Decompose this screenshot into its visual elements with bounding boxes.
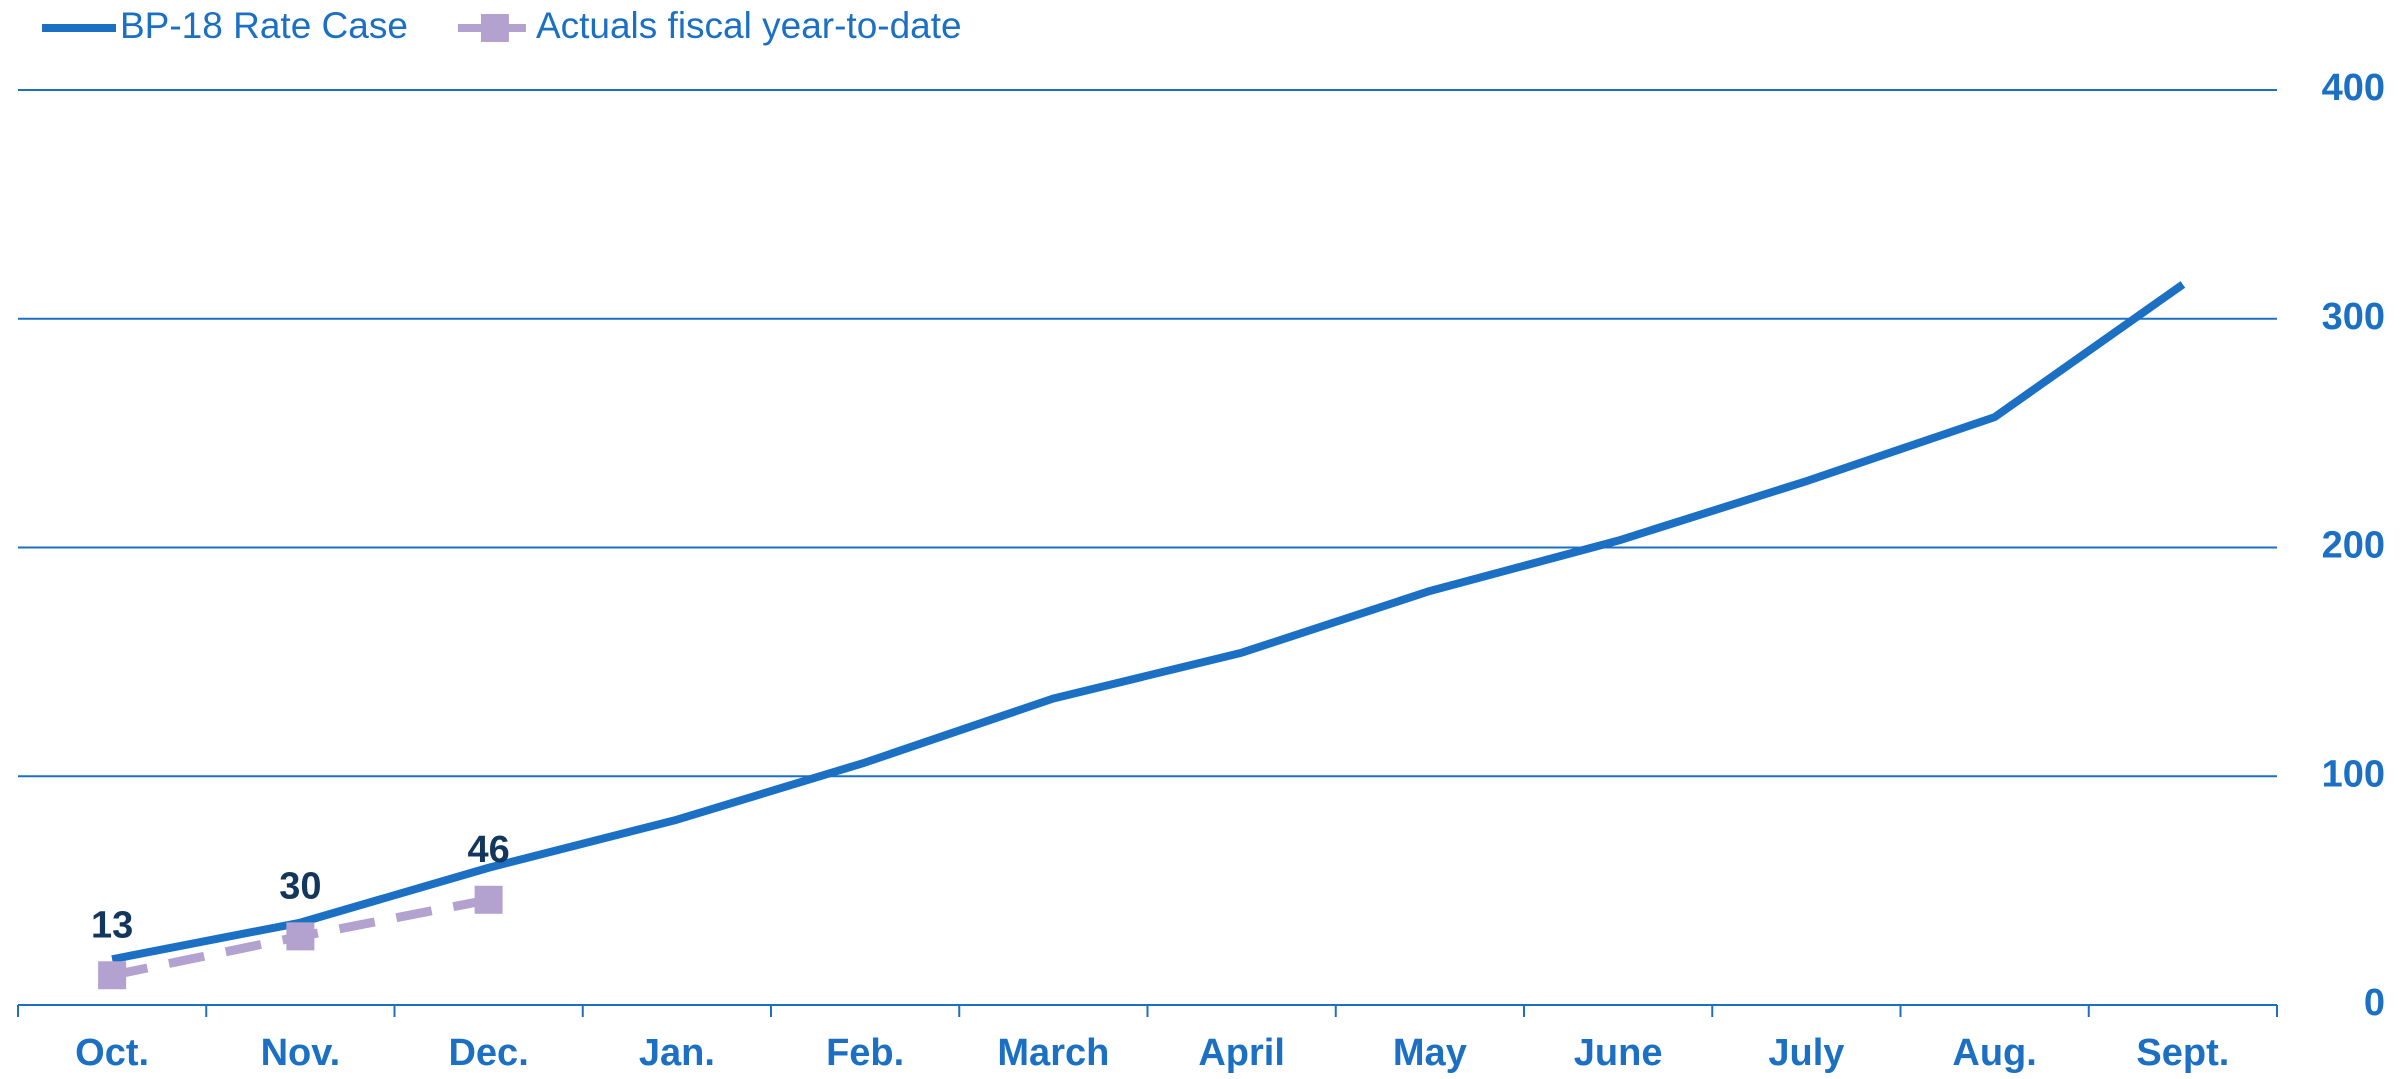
legend-label: BP-18 Rate Case	[120, 5, 408, 46]
x-tick-label: May	[1393, 1032, 1467, 1074]
marker	[286, 922, 315, 951]
marker	[474, 885, 503, 914]
y-tick-label: 200	[2322, 525, 2385, 567]
x-tick-label: Sept.	[2136, 1032, 2229, 1074]
x-tick-label: Oct.	[75, 1032, 149, 1074]
y-tick-label: 300	[2322, 296, 2385, 338]
y-tick-label: 0	[2364, 982, 2385, 1024]
legend-label: Actuals fiscal year-to-date	[536, 5, 962, 46]
x-tick-label: Aug.	[1952, 1032, 2036, 1074]
x-tick-label: Nov.	[261, 1032, 341, 1074]
x-tick-label: Dec.	[448, 1032, 528, 1074]
x-tick-label: Feb.	[826, 1032, 904, 1074]
legend-item: BP-18 Rate Case	[42, 5, 408, 46]
legend-item: Actuals fiscal year-to-date	[457, 5, 962, 46]
y-tick-label: 400	[2322, 67, 2385, 109]
x-tick-label: Jan.	[639, 1032, 715, 1074]
rate-case-line	[111, 281, 2186, 964]
data-label: 13	[91, 904, 133, 946]
x-tick-label: April	[1198, 1032, 1285, 1074]
y-tick-label: 100	[2322, 753, 2385, 795]
marker	[98, 961, 127, 990]
x-tick-label: July	[1768, 1032, 1844, 1074]
data-label: 46	[467, 829, 509, 871]
legend-marker	[480, 14, 509, 42]
x-tick-label: June	[1574, 1032, 1663, 1074]
x-tick-label: March	[997, 1032, 1109, 1074]
data-label: 30	[279, 865, 321, 907]
